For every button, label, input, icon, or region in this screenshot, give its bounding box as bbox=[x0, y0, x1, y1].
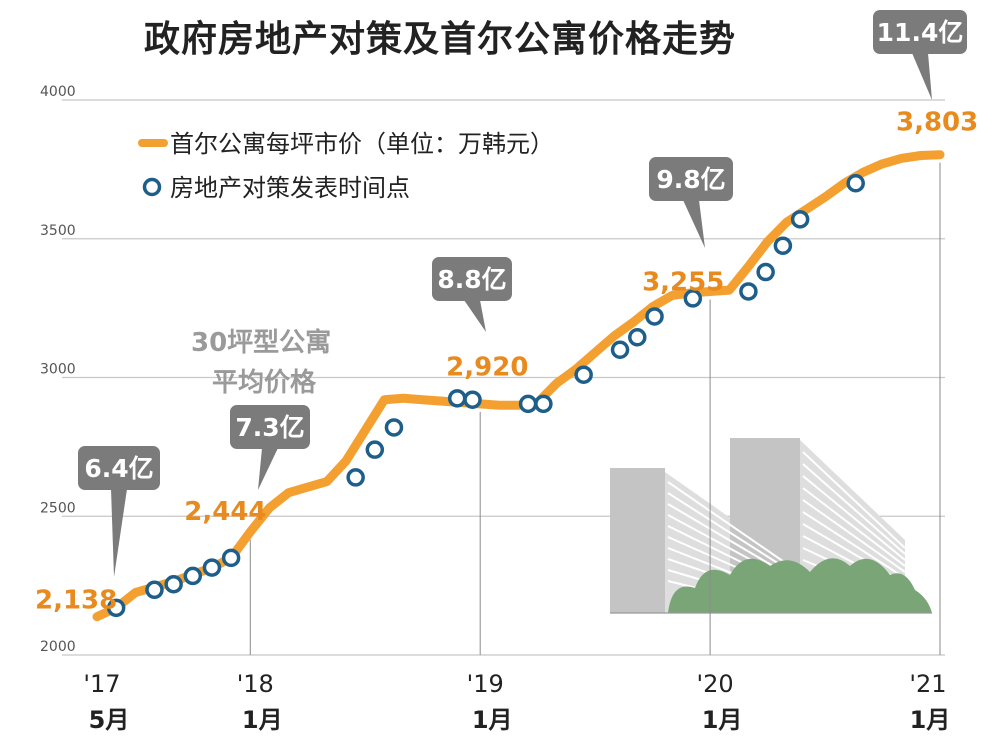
building-stripe bbox=[667, 481, 791, 567]
x-tick-month: 1月 bbox=[702, 706, 743, 734]
x-tick-year: '17 bbox=[83, 670, 120, 698]
data-label: 3,803 bbox=[896, 108, 978, 138]
callout-box bbox=[78, 446, 160, 490]
policy-marker bbox=[628, 328, 647, 347]
callout-pointer bbox=[912, 53, 932, 100]
building-stripe bbox=[667, 492, 791, 572]
callout-box bbox=[649, 157, 733, 201]
legend: 首尔公寓每坪市价（单位：万韩元） 房地产对策发表时间点 bbox=[138, 130, 554, 202]
policy-marker bbox=[463, 390, 482, 409]
x-tick-year: '20 bbox=[697, 670, 734, 698]
policy-marker bbox=[739, 282, 758, 301]
policy-marker bbox=[346, 468, 365, 487]
x-tick-year: '21 bbox=[909, 670, 946, 698]
callout-text: 6.4亿 bbox=[84, 454, 153, 483]
building-stripe bbox=[802, 475, 906, 561]
policy-marker bbox=[645, 307, 664, 326]
policy-marker bbox=[683, 289, 703, 308]
y-tick-label: 2000 bbox=[40, 639, 76, 655]
x-tick-month: 1月 bbox=[910, 706, 951, 734]
price-callout: 8.8亿 bbox=[432, 257, 512, 332]
price-callout: 11.4亿 bbox=[873, 10, 967, 100]
policy-marker bbox=[610, 340, 630, 359]
building-stripe bbox=[802, 487, 906, 567]
policy-marker bbox=[574, 365, 593, 384]
callout-pointer bbox=[111, 489, 127, 577]
x-tick-month: 5月 bbox=[89, 706, 130, 734]
x-tick-year: '19 bbox=[467, 670, 504, 698]
price-callout: 6.4亿 bbox=[78, 446, 160, 577]
policy-marker bbox=[773, 236, 793, 255]
building-stripe bbox=[667, 503, 791, 577]
callout-pointer bbox=[683, 200, 705, 248]
legend-label-price: 首尔公寓每坪市价（单位：万韩元） bbox=[170, 130, 554, 158]
building-stripe bbox=[802, 451, 906, 549]
legend-marker-swatch bbox=[142, 177, 162, 197]
policy-marker bbox=[221, 548, 241, 568]
callout-box bbox=[873, 10, 967, 54]
policy-marker bbox=[365, 440, 385, 459]
callout-pointer bbox=[464, 300, 486, 332]
policy-marker bbox=[846, 174, 865, 193]
annotation-text: 30坪型公寓 bbox=[191, 327, 331, 358]
chart-title: 政府房地产对策及首尔公寓价格走势 bbox=[143, 19, 736, 60]
policy-marker bbox=[518, 394, 538, 414]
policy-marker bbox=[106, 598, 126, 618]
policy-marker bbox=[756, 262, 775, 282]
callout-pointer bbox=[258, 448, 278, 490]
building-block bbox=[610, 468, 665, 613]
policy-marker bbox=[447, 389, 467, 408]
y-tick-label: 3500 bbox=[40, 223, 76, 239]
x-tick-month: 1月 bbox=[472, 706, 513, 734]
x-tick-year: '18 bbox=[237, 670, 274, 698]
callout-text: 9.8亿 bbox=[656, 165, 725, 194]
callout-text: 8.8亿 bbox=[437, 265, 506, 294]
policy-marker bbox=[183, 566, 203, 586]
legend-label-policy: 房地产对策发表时间点 bbox=[170, 174, 410, 202]
data-label: 2,920 bbox=[446, 353, 528, 383]
data-label: 2,444 bbox=[184, 497, 266, 527]
x-tick-month: 1月 bbox=[242, 706, 283, 734]
building-stripe bbox=[802, 463, 906, 555]
data-label: 3,255 bbox=[642, 268, 724, 298]
policy-marker bbox=[384, 418, 404, 437]
callout-text: 11.4亿 bbox=[877, 18, 964, 47]
policy-marker bbox=[534, 394, 553, 414]
building-stripe bbox=[802, 499, 906, 573]
trees bbox=[668, 558, 932, 613]
policy-marker bbox=[145, 580, 164, 600]
building-stripe bbox=[802, 511, 906, 579]
price-callout: 9.8亿 bbox=[649, 157, 733, 248]
data-label: 2,138 bbox=[35, 586, 117, 616]
building-illustration bbox=[610, 438, 932, 614]
y-tick-label: 4000 bbox=[40, 84, 76, 100]
y-tick-label: 3000 bbox=[40, 362, 76, 378]
price-callout: 7.3亿 bbox=[230, 405, 310, 490]
callout-box bbox=[432, 257, 512, 301]
callout-box bbox=[230, 405, 310, 449]
y-tick-label: 2500 bbox=[40, 500, 76, 516]
policy-marker bbox=[202, 558, 222, 577]
policy-marker bbox=[164, 574, 183, 594]
callout-text: 7.3亿 bbox=[235, 413, 304, 442]
policy-marker bbox=[790, 210, 810, 229]
annotation-text: 平均价格 bbox=[212, 367, 317, 398]
